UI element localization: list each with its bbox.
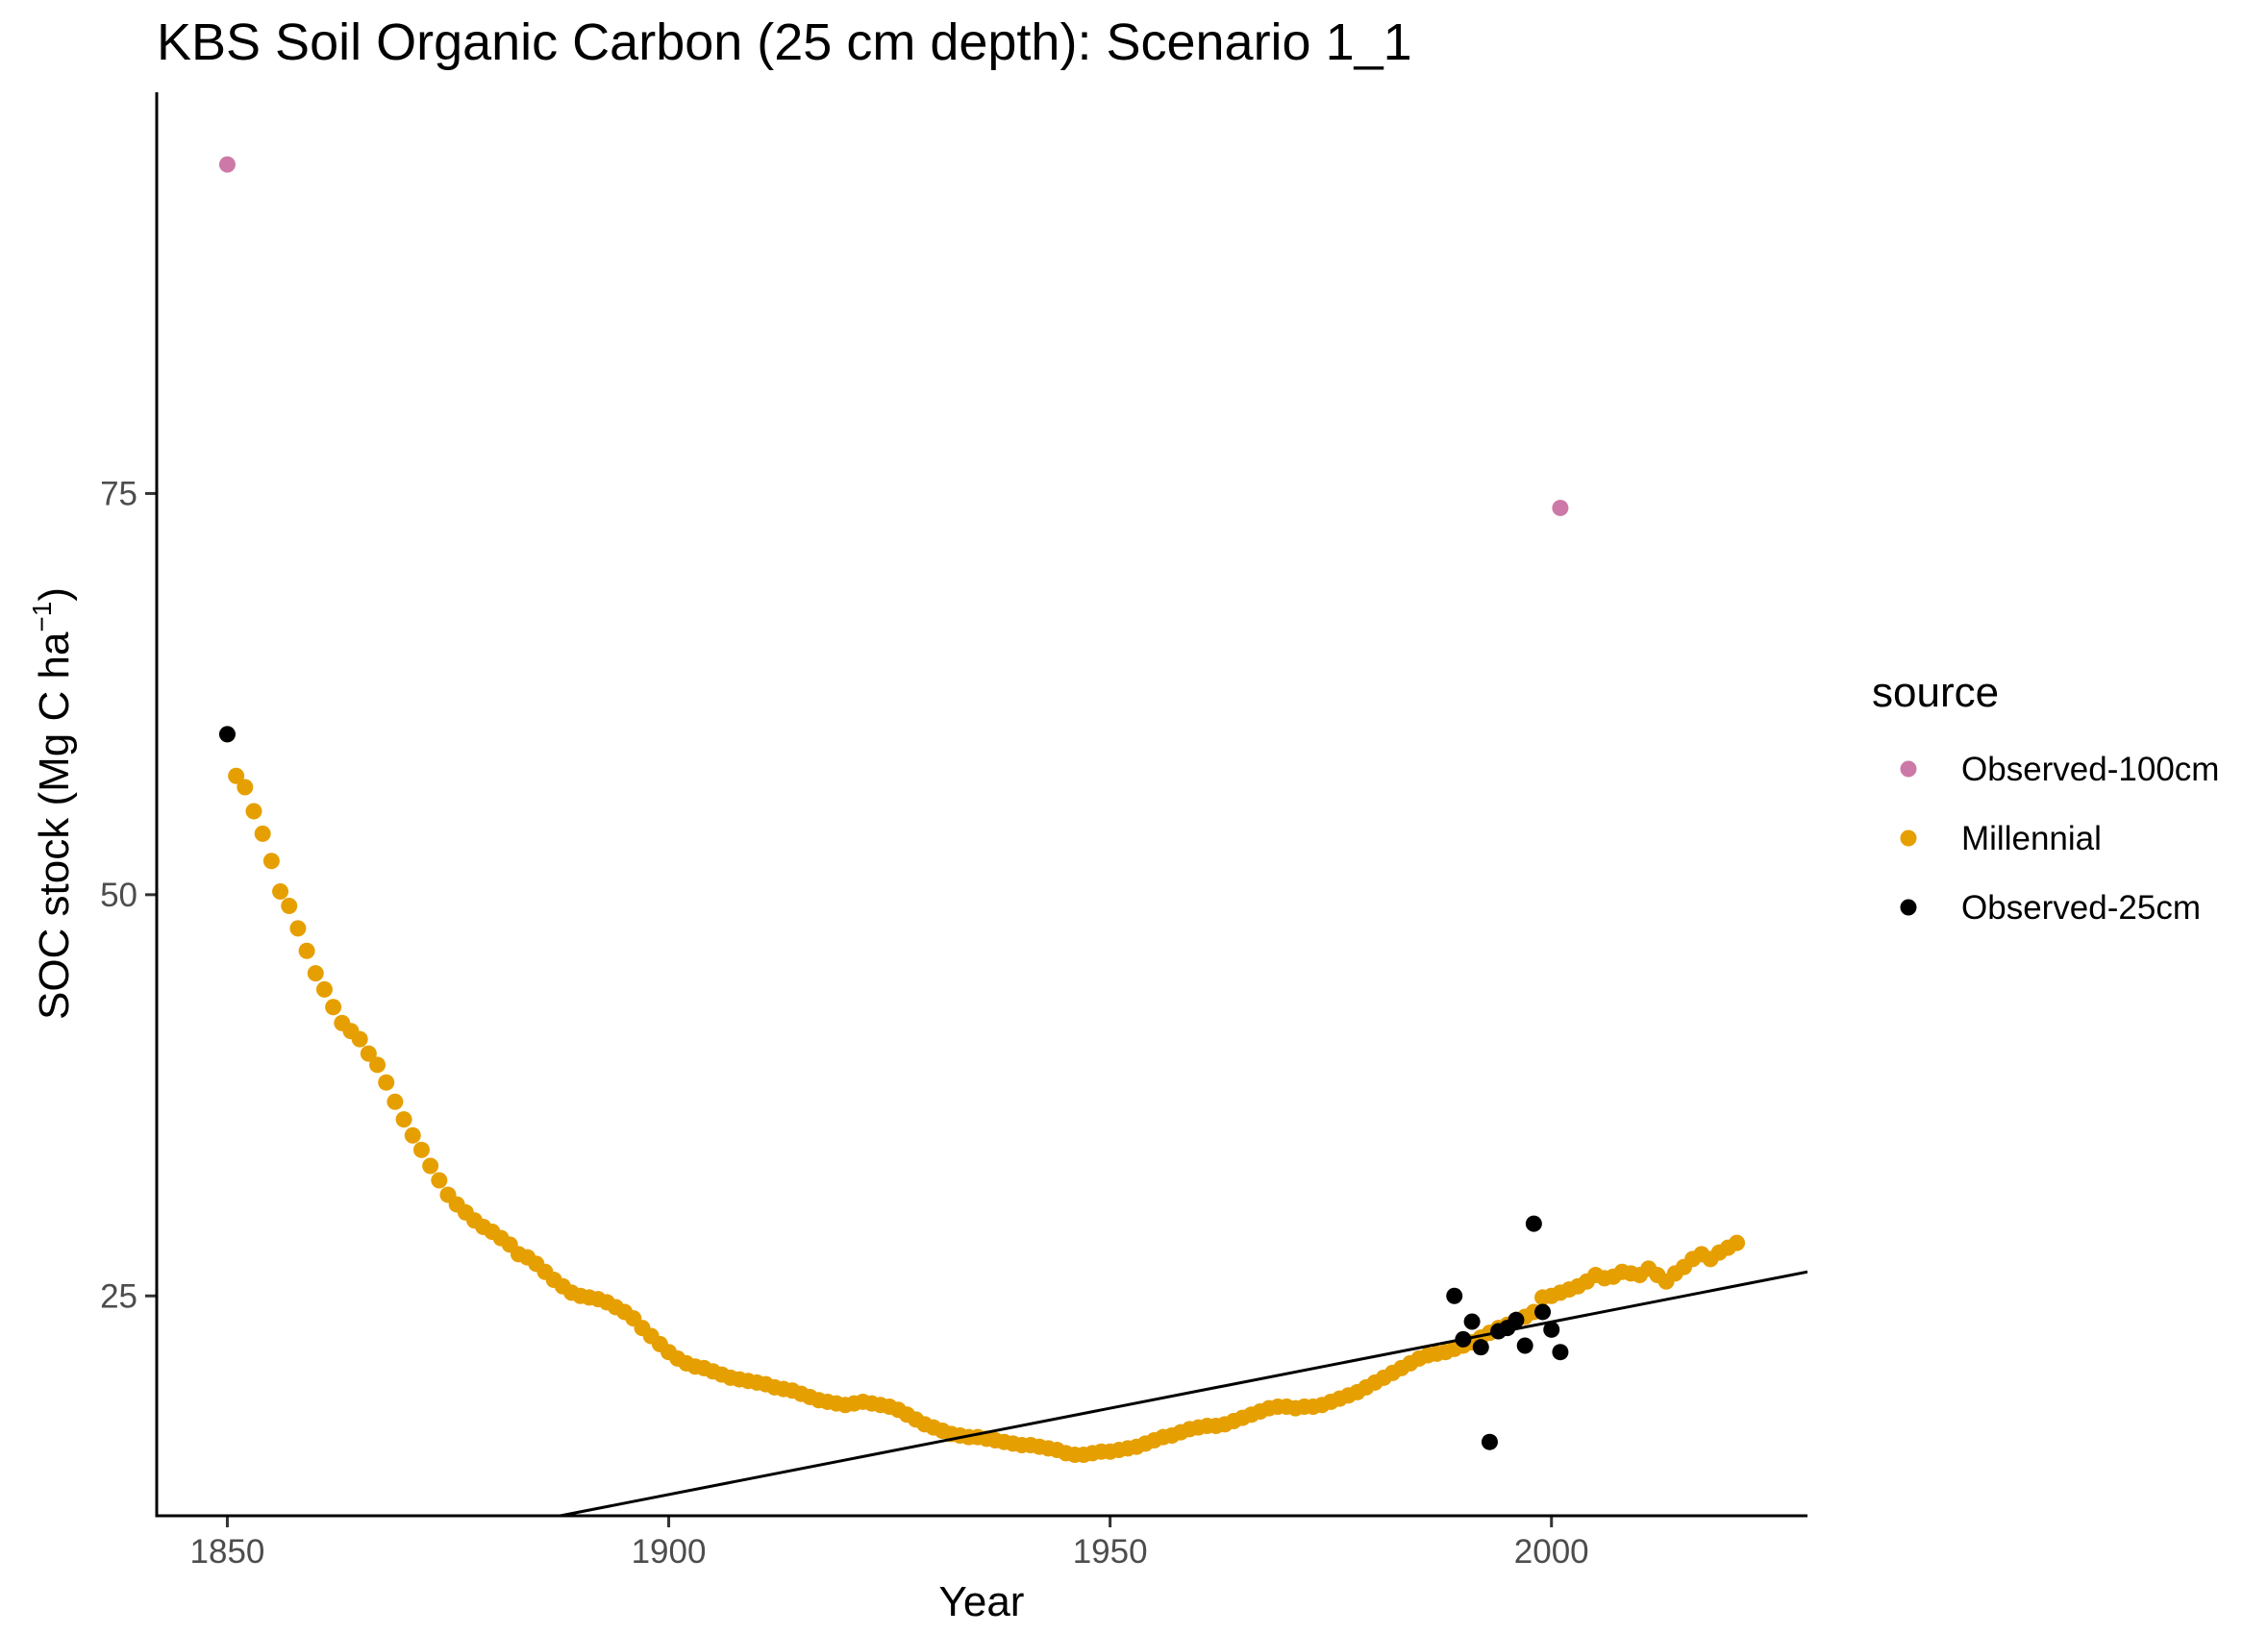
point-observed-25cm [1472,1339,1489,1356]
point-millennial [412,1141,430,1158]
point-millennial [369,1056,386,1074]
x-axis-ticks: 1850 1900 1950 2000 [190,1517,1589,1571]
point-millennial [325,999,342,1016]
y-axis-ticks: 25 50 75 [100,475,156,1315]
x-tick-label: 1900 [632,1533,707,1571]
point-millennial [404,1126,421,1144]
point-millennial [431,1172,448,1189]
legend-title: source [1872,669,1999,716]
legend-label-millennial: Millennial [1961,820,2102,857]
y-axis-title: SOC stock (Mg C ha−1) [27,587,78,1020]
point-observed-25cm [1481,1433,1498,1450]
legend-entries: Observed-100cm Millennial Observed-25cm [1900,751,2219,927]
trend-line-layer [560,1270,1807,1516]
y-axis-title-close: ) [31,587,78,602]
point-observed-25cm [1446,1287,1463,1304]
point-millennial [262,853,280,870]
point-observed-100cm [218,156,236,173]
point-millennial [307,965,324,982]
point-millennial [289,920,307,937]
trend-line [560,1270,1807,1516]
point-millennial [237,779,254,796]
point-millennial [315,980,333,998]
point-observed-25cm [1543,1321,1560,1338]
point-observed-100cm [1552,499,1569,516]
y-axis-title-superscript: −1 [27,602,57,632]
point-observed-25cm [1516,1337,1533,1354]
point-observed-25cm [218,726,236,743]
points-layer [218,156,1746,1464]
x-tick-label: 1950 [1073,1533,1148,1571]
point-millennial [245,803,262,820]
legend-label-observed-25cm: Observed-25cm [1961,889,2201,927]
point-millennial [281,898,298,915]
point-millennial [422,1157,439,1175]
x-tick-label: 1850 [190,1533,265,1571]
point-observed-25cm [1463,1313,1481,1330]
point-millennial [378,1074,395,1091]
point-observed-25cm [1534,1303,1552,1321]
point-observed-25cm [1508,1311,1525,1328]
point-millennial [395,1111,412,1128]
point-millennial [272,882,289,900]
point-observed-25cm [1525,1215,1542,1232]
point-millennial [360,1045,377,1062]
point-millennial [386,1093,404,1110]
chart-title: KBS Soil Organic Carbon (25 cm depth): S… [157,13,1412,71]
legend-key-observed-25cm [1900,899,1917,916]
point-millennial [1729,1234,1746,1251]
point-observed-25cm [1552,1344,1569,1361]
point-millennial [254,825,271,842]
point-millennial [298,942,315,959]
legend-label-observed-100cm: Observed-100cm [1961,751,2219,788]
y-tick-label: 25 [100,1277,137,1315]
x-axis-title: Year [939,1578,1025,1625]
y-tick-label: 75 [100,475,137,512]
x-tick-label: 2000 [1514,1533,1589,1571]
y-tick-label: 50 [100,877,137,914]
legend-key-millennial [1900,829,1917,847]
legend-key-observed-100cm [1900,760,1917,778]
y-axis-title-main: SOC stock (Mg C ha [31,631,78,1020]
point-millennial [351,1030,368,1048]
legend: source Observed-100cmMillennialObserved-… [1872,669,2219,927]
point-millennial [228,767,245,784]
